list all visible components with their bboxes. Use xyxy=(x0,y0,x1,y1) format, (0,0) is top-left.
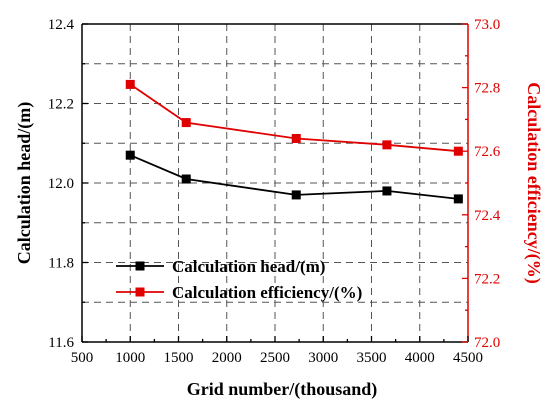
y2-tick-label: 72.6 xyxy=(474,144,501,160)
legend-marker-1 xyxy=(135,261,145,271)
legend-label-1: Calculation head/(m) xyxy=(172,257,325,276)
series-1-point xyxy=(453,194,463,204)
y2-tick-label: 72.4 xyxy=(474,208,501,224)
y2-tick-label: 72.8 xyxy=(474,81,500,97)
y2-tick-label: 72.2 xyxy=(474,271,500,287)
x-tick-label: 500 xyxy=(71,350,94,366)
x-tick-label: 4500 xyxy=(453,350,483,366)
series-1-point xyxy=(125,150,135,160)
series-1-point xyxy=(181,174,191,184)
grid-layer xyxy=(82,24,468,342)
legend: Calculation head/(m) Calculation efficien… xyxy=(116,257,362,302)
y-tick-label: 11.8 xyxy=(48,256,74,272)
series-2-point xyxy=(382,140,392,150)
y-tick-label: 12.2 xyxy=(48,97,74,113)
series-2-point xyxy=(453,146,463,156)
y-tick-label: 11.6 xyxy=(48,335,74,351)
x-axis-title: Grid number/(thousand) xyxy=(187,379,378,400)
x-tick-label: 1000 xyxy=(115,350,145,366)
series-2-point xyxy=(125,79,135,89)
x-tick-label: 2000 xyxy=(212,350,242,366)
series-1-point xyxy=(382,186,392,196)
series-1-point xyxy=(291,190,301,200)
x-tick-label: 3500 xyxy=(357,350,387,366)
x-tick-label: 3000 xyxy=(308,350,338,366)
y-tick-label: 12.4 xyxy=(48,17,75,33)
y-axis-title: Calculation head/(m) xyxy=(14,102,35,265)
series-2-point xyxy=(181,118,191,128)
y2-tick-label: 73.0 xyxy=(474,17,500,33)
y-tick-label: 12.0 xyxy=(48,176,74,192)
axis-ticks: 500 1000 1500 2000 2500 3000 3500 4000 4500 11.6 1… xyxy=(48,17,501,366)
x-tick-label: 1500 xyxy=(164,350,194,366)
y2-tick-label: 72.0 xyxy=(474,335,500,351)
y2-axis-title: Calculation efficiency/(%) xyxy=(523,82,544,283)
legend-marker-2 xyxy=(135,287,145,297)
series-2-point xyxy=(291,133,301,143)
series-layer xyxy=(125,79,463,204)
x-tick-label: 4000 xyxy=(405,350,435,366)
x-tick-label: 2500 xyxy=(260,350,290,366)
legend-label-2: Calculation efficiency/(%) xyxy=(172,283,362,302)
